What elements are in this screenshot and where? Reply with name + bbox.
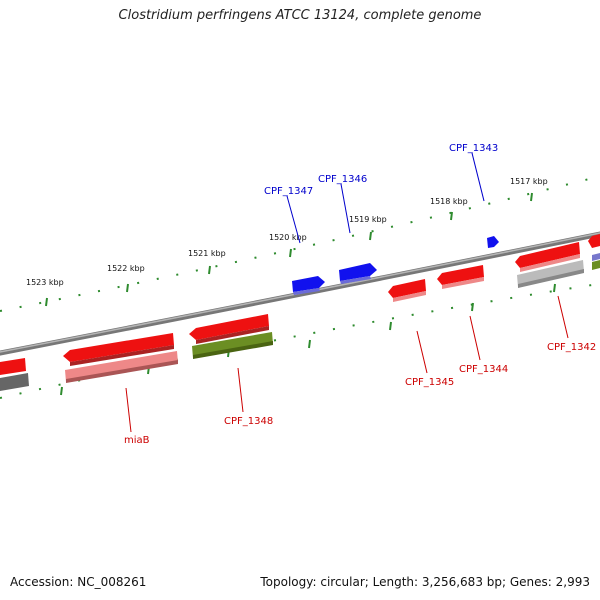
label-leaders	[125, 152, 569, 433]
reverse-genes	[0, 234, 600, 375]
kbp-label-1522: 1522 kbp	[107, 264, 145, 273]
feature-edge-olive[interactable]	[592, 260, 600, 270]
accession-text: Accession: NC_008261	[10, 575, 147, 589]
map-title: Clostridium perfringens ATCC 13124, comp…	[118, 8, 482, 23]
gene-edge-blue[interactable]	[592, 253, 600, 261]
gene-label-cpf-1343[interactable]: CPF_1343	[449, 143, 498, 154]
gene-cpf-1346-arrow[interactable]	[339, 263, 377, 281]
kbp-label-1521: 1521 kbp	[188, 249, 226, 258]
genome-backbone	[0, 231, 600, 356]
feature-miab[interactable]	[65, 351, 178, 382]
kbp-label-1517: 1517 kbp	[510, 177, 548, 186]
feature-cpf-1348[interactable]	[192, 332, 273, 358]
feature-cpf-1342[interactable]	[517, 260, 584, 287]
feature-edge-grey[interactable]	[0, 373, 29, 391]
inner-major-ticks	[60, 283, 556, 396]
gene-cpf-1344-arrow[interactable]	[437, 265, 484, 285]
genome-summary-text: Topology: circular; Length: 3,256,683 bp…	[260, 575, 590, 589]
gene-label-cpf-1348[interactable]: CPF_1348	[224, 416, 273, 427]
gene-label-cpf-1347[interactable]: CPF_1347	[264, 186, 313, 197]
feature-bars	[0, 260, 600, 391]
gene-edge-red-left[interactable]	[0, 358, 26, 375]
kbp-label-1519: 1519 kbp	[349, 215, 387, 224]
gene-cpf-1345-arrow[interactable]	[388, 279, 426, 298]
forward-genes	[292, 236, 600, 295]
kbp-label-1523: 1523 kbp	[26, 278, 64, 287]
gene-edge-red-right[interactable]	[588, 234, 600, 248]
kbp-label-1518: 1518 kbp	[430, 197, 468, 206]
gene-label-miab[interactable]: miaB	[124, 435, 150, 446]
kbp-label-1520: 1520 kbp	[269, 233, 307, 242]
gene-miab-arrow[interactable]	[63, 333, 174, 362]
gene-label-cpf-1344[interactable]: CPF_1344	[459, 364, 508, 375]
gene-label-cpf-1342[interactable]: CPF_1342	[547, 342, 596, 353]
gene-cpf-1347-arrow[interactable]	[292, 276, 325, 292]
outer-major-ticks	[45, 192, 533, 307]
gene-cpf-1348-arrow[interactable]	[189, 314, 269, 340]
gene-label-cpf-1345[interactable]: CPF_1345	[405, 377, 454, 388]
inner-tick-ring	[0, 282, 600, 399]
gene-label-cpf-1346[interactable]: CPF_1346	[318, 174, 367, 185]
gene-cpf-1343-arrow[interactable]	[487, 236, 499, 248]
gene-cpf-1342-arrow[interactable]	[515, 242, 580, 268]
